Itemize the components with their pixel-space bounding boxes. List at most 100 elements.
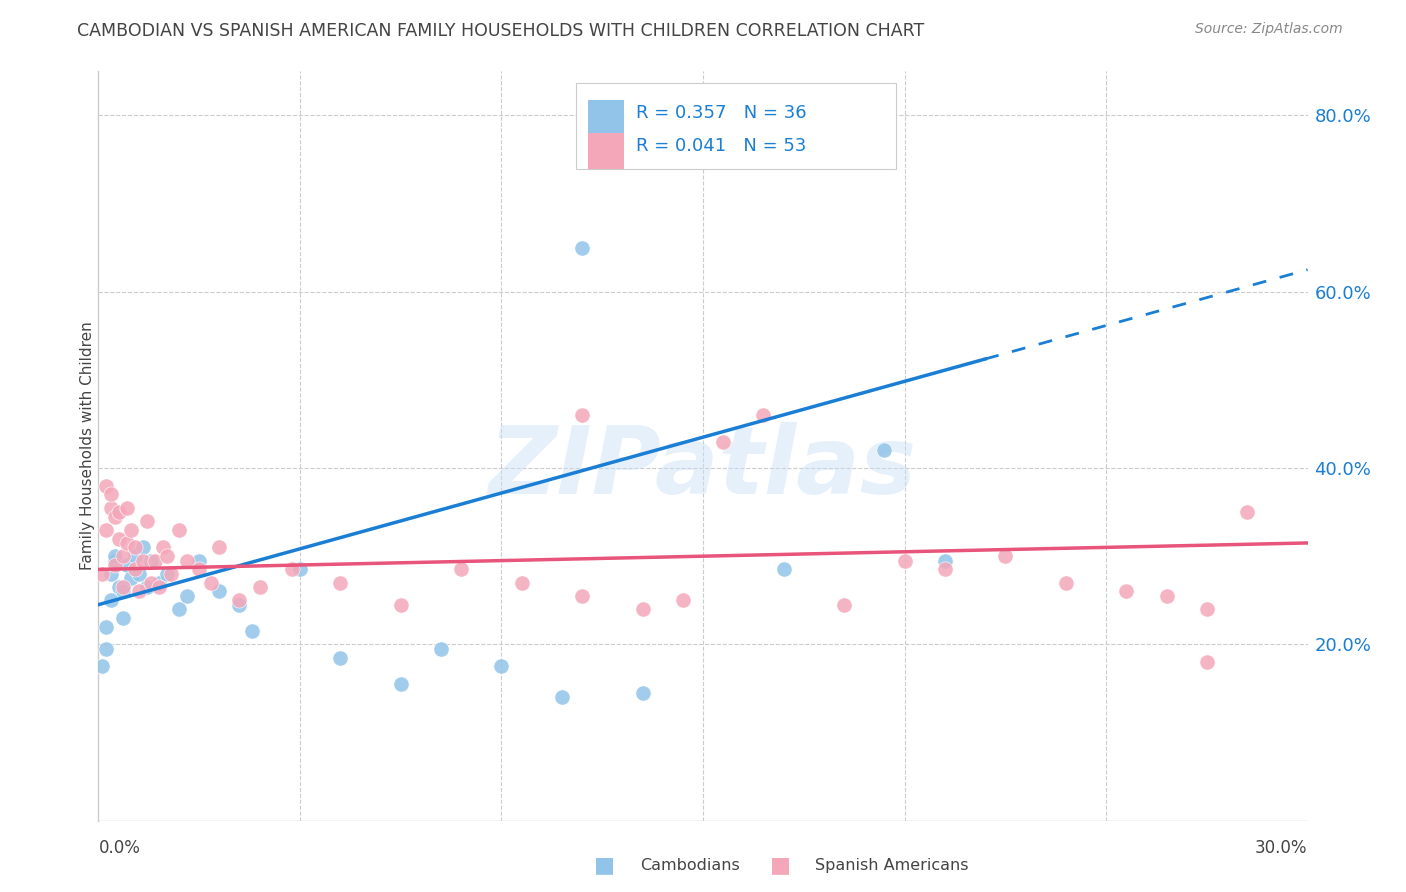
Point bbox=[249, 580, 271, 594]
Point bbox=[188, 562, 211, 576]
Point bbox=[176, 553, 198, 567]
Point bbox=[1156, 589, 1178, 603]
Point bbox=[571, 241, 593, 255]
Point bbox=[152, 541, 174, 555]
Point bbox=[96, 641, 118, 656]
Point bbox=[571, 589, 593, 603]
Point bbox=[135, 514, 157, 528]
Point bbox=[329, 575, 352, 590]
Point bbox=[288, 562, 311, 576]
Point bbox=[1054, 575, 1077, 590]
Point bbox=[139, 553, 162, 567]
Point bbox=[111, 580, 134, 594]
Text: CAMBODIAN VS SPANISH AMERICAN FAMILY HOUSEHOLDS WITH CHILDREN CORRELATION CHART: CAMBODIAN VS SPANISH AMERICAN FAMILY HOU… bbox=[77, 22, 925, 40]
FancyBboxPatch shape bbox=[588, 100, 624, 136]
Text: ■: ■ bbox=[770, 855, 790, 875]
Point bbox=[208, 584, 231, 599]
Point bbox=[107, 580, 129, 594]
Point bbox=[111, 611, 134, 625]
FancyBboxPatch shape bbox=[588, 133, 624, 169]
Point bbox=[100, 593, 122, 607]
Point bbox=[631, 602, 654, 616]
Point bbox=[107, 505, 129, 519]
Point bbox=[893, 553, 915, 567]
Text: Spanish Americans: Spanish Americans bbox=[815, 858, 969, 872]
Point bbox=[148, 580, 170, 594]
Point bbox=[91, 659, 114, 673]
Text: ZIPatlas: ZIPatlas bbox=[489, 423, 917, 515]
Point bbox=[103, 553, 125, 567]
Point bbox=[934, 562, 956, 576]
Text: 30.0%: 30.0% bbox=[1256, 839, 1308, 857]
Point bbox=[128, 566, 150, 581]
Point bbox=[510, 575, 533, 590]
Point bbox=[128, 584, 150, 599]
Point bbox=[115, 536, 138, 550]
Point bbox=[934, 553, 956, 567]
Point bbox=[135, 580, 157, 594]
Point bbox=[176, 589, 198, 603]
Point bbox=[329, 650, 352, 665]
Point bbox=[752, 408, 775, 422]
Point bbox=[103, 558, 125, 572]
Point bbox=[1195, 655, 1218, 669]
Point bbox=[148, 575, 170, 590]
Point bbox=[96, 523, 118, 537]
Point bbox=[450, 562, 472, 576]
Point bbox=[111, 584, 134, 599]
Point bbox=[430, 641, 453, 656]
Point bbox=[772, 562, 794, 576]
Point bbox=[156, 566, 179, 581]
Point bbox=[228, 593, 250, 607]
Text: Cambodians: Cambodians bbox=[640, 858, 740, 872]
Point bbox=[1195, 602, 1218, 616]
Point bbox=[132, 541, 155, 555]
Point bbox=[491, 659, 513, 673]
Point bbox=[160, 566, 183, 581]
Point bbox=[115, 558, 138, 572]
Point bbox=[120, 523, 142, 537]
Y-axis label: Family Households with Children: Family Households with Children bbox=[80, 322, 94, 570]
Point bbox=[1236, 505, 1258, 519]
Point bbox=[100, 487, 122, 501]
Point bbox=[200, 575, 222, 590]
FancyBboxPatch shape bbox=[576, 83, 897, 169]
Point bbox=[124, 541, 146, 555]
Point bbox=[124, 562, 146, 576]
Point bbox=[96, 620, 118, 634]
Point bbox=[143, 553, 166, 567]
Point bbox=[167, 523, 190, 537]
Point bbox=[240, 624, 263, 639]
Point bbox=[832, 598, 855, 612]
Point bbox=[551, 690, 574, 705]
Point bbox=[139, 575, 162, 590]
Point bbox=[103, 549, 125, 564]
Point bbox=[208, 541, 231, 555]
Point bbox=[281, 562, 304, 576]
Point bbox=[156, 549, 179, 564]
Point bbox=[188, 553, 211, 567]
Point bbox=[107, 532, 129, 546]
Text: R = 0.357   N = 36: R = 0.357 N = 36 bbox=[637, 103, 807, 121]
Point bbox=[994, 549, 1017, 564]
Point bbox=[91, 566, 114, 581]
Point bbox=[228, 598, 250, 612]
Point bbox=[1115, 584, 1137, 599]
Point bbox=[711, 434, 734, 449]
Point bbox=[103, 509, 125, 524]
Point bbox=[120, 571, 142, 585]
Point bbox=[873, 443, 896, 458]
Text: R = 0.041   N = 53: R = 0.041 N = 53 bbox=[637, 136, 807, 154]
Point bbox=[124, 549, 146, 564]
Point bbox=[100, 500, 122, 515]
Point bbox=[132, 553, 155, 567]
Text: ■: ■ bbox=[595, 855, 614, 875]
Point bbox=[167, 602, 190, 616]
Point bbox=[115, 500, 138, 515]
Point bbox=[100, 566, 122, 581]
Point bbox=[96, 478, 118, 492]
Text: Source: ZipAtlas.com: Source: ZipAtlas.com bbox=[1195, 22, 1343, 37]
Point bbox=[389, 677, 412, 691]
Point bbox=[571, 408, 593, 422]
Point bbox=[631, 686, 654, 700]
